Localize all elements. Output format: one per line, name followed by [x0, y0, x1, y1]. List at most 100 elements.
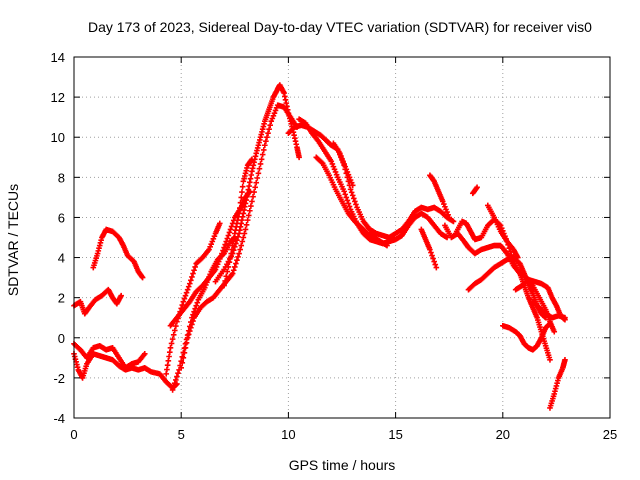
data-point — [248, 203, 254, 209]
data-point — [432, 261, 439, 268]
data-point — [219, 250, 225, 257]
data-point — [236, 250, 242, 257]
data-point — [174, 373, 180, 380]
y-axis-label: SDTVAR / TECUs — [5, 184, 21, 296]
y-tick-label: 6 — [58, 210, 65, 225]
data-point — [547, 357, 553, 363]
data-point — [266, 126, 272, 132]
data-point — [182, 292, 189, 299]
data-point — [249, 156, 255, 163]
series-trace-y — [547, 357, 568, 411]
data-point — [194, 299, 201, 306]
series-trace-e — [163, 220, 223, 377]
y-tick-label: -4 — [53, 411, 65, 426]
data-point — [192, 264, 198, 270]
data-point — [182, 345, 189, 351]
data-point — [253, 179, 260, 186]
data-point — [169, 336, 176, 342]
data-point — [180, 355, 187, 361]
data-point — [430, 255, 436, 262]
data-point — [256, 165, 263, 172]
data-point — [258, 156, 265, 163]
data-point — [236, 210, 242, 217]
x-tick-label: 15 — [388, 427, 402, 442]
series-trace-c — [71, 340, 148, 371]
x-tick-label: 5 — [178, 427, 185, 442]
data-point — [223, 273, 230, 280]
data-point — [345, 200, 352, 207]
series-trace-s — [465, 254, 549, 321]
data-point — [189, 274, 195, 280]
data-point — [249, 198, 255, 205]
data-point — [173, 323, 179, 329]
data-point — [185, 283, 192, 290]
data-point — [260, 147, 267, 153]
data-point — [342, 191, 349, 198]
series-trace-v — [500, 320, 553, 353]
data-point — [255, 170, 262, 177]
data-point — [221, 282, 227, 289]
data-point — [474, 184, 480, 191]
data-point — [265, 130, 271, 137]
data-point — [191, 267, 197, 274]
data-point — [170, 331, 177, 338]
data-point — [237, 199, 244, 206]
data-point — [233, 260, 239, 267]
data-point — [175, 370, 181, 377]
data-point — [188, 324, 194, 331]
x-tick-label: 0 — [70, 427, 77, 442]
data-point — [427, 246, 433, 253]
data-point — [344, 197, 351, 204]
data-point — [169, 387, 176, 393]
data-point — [250, 193, 256, 200]
series-trace-t — [469, 184, 480, 197]
series-trace-l — [296, 116, 450, 247]
y-tick-label: 14 — [51, 50, 65, 65]
data-point — [173, 377, 179, 383]
data-point — [562, 314, 568, 321]
x-tick-label: 20 — [496, 427, 510, 442]
data-point — [551, 328, 558, 335]
data-point — [384, 242, 390, 249]
data-point — [428, 249, 434, 256]
y-tick-label: 12 — [51, 90, 65, 105]
data-point — [167, 345, 174, 351]
data-point — [184, 334, 191, 341]
data-point — [226, 229, 233, 236]
data-point — [189, 321, 195, 328]
data-point — [346, 203, 353, 210]
series-trace-m — [313, 154, 390, 249]
data-point — [251, 189, 257, 195]
data-point — [139, 274, 146, 281]
chart-title: Day 173 of 2023, Sidereal Day-to-day VTE… — [88, 19, 592, 35]
data-point — [186, 280, 193, 287]
data-point — [222, 278, 228, 284]
data-point — [170, 383, 177, 390]
y-tick-label: 8 — [58, 170, 65, 185]
data-point — [237, 205, 243, 211]
data-point — [232, 264, 238, 270]
data-point — [227, 226, 234, 233]
data-point — [267, 122, 273, 128]
data-point — [224, 268, 231, 275]
data-point — [433, 264, 440, 271]
data-point — [171, 380, 178, 387]
data-point — [241, 230, 248, 237]
data-point — [178, 365, 184, 371]
series-trace-n — [330, 140, 356, 189]
data-point — [262, 142, 268, 149]
y-tick-label: 2 — [58, 291, 65, 306]
data-point — [221, 244, 227, 251]
data-point — [190, 318, 196, 324]
data-point — [353, 201, 359, 208]
data-point — [263, 138, 269, 145]
data-point — [562, 357, 568, 363]
data-point — [515, 254, 521, 261]
data-point — [185, 331, 192, 338]
data-point — [193, 302, 200, 309]
series-trace-b — [71, 286, 124, 317]
series-trace-a — [90, 226, 146, 281]
data-point — [239, 238, 246, 245]
data-point — [239, 189, 245, 195]
